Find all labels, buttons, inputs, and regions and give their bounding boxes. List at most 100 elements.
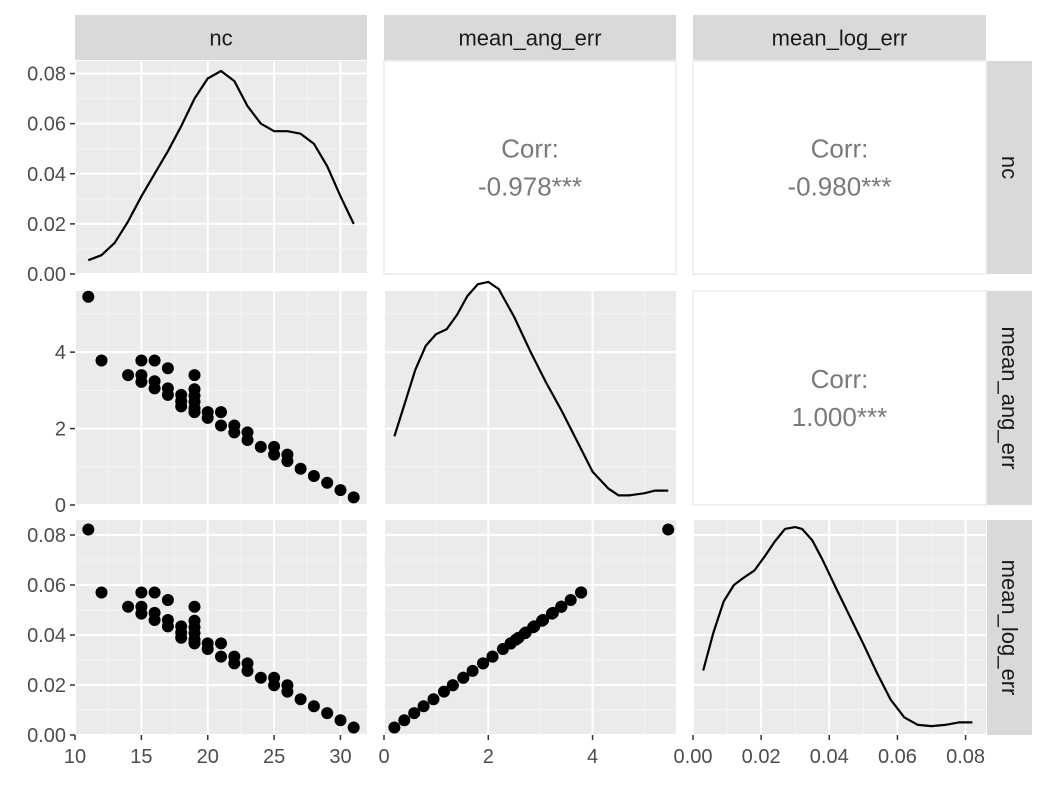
panel-bg xyxy=(384,291,676,505)
x-tick-label: 0.08 xyxy=(946,746,985,768)
point-mean_log_err-mean_ang_err-35 xyxy=(417,700,430,713)
corr-panel-bg xyxy=(383,60,677,275)
corr-label: Corr: xyxy=(501,134,559,164)
point-mean_log_err-mean_ang_err-34 xyxy=(427,693,440,706)
x-tick-label: 25 xyxy=(263,746,285,768)
x-tick-label: 30 xyxy=(329,746,351,768)
point-mean_ang_err-nc-2 xyxy=(122,369,135,382)
point-mean_log_err-mean_ang_err-25 xyxy=(486,650,499,663)
strip-top-bg xyxy=(384,15,676,60)
point-mean_log_err-mean_ang_err-23 xyxy=(504,637,517,650)
y-tick-label: 4 xyxy=(55,342,66,364)
x-tick-label: 2 xyxy=(483,746,494,768)
point-mean_ang_err-nc-5 xyxy=(135,375,148,388)
point-mean_log_err-mean_ang_err-18 xyxy=(518,627,531,640)
point-mean_log_err-nc-37 xyxy=(334,714,347,727)
point-mean_log_err-nc-5 xyxy=(135,607,148,620)
y-tick-label: 0.04 xyxy=(27,625,66,647)
point-mean_log_err-nc-3 xyxy=(135,586,148,599)
y-tick-label: 2 xyxy=(55,419,66,441)
point-mean_log_err-mean_ang_err-37 xyxy=(398,714,411,727)
point-mean_log_err-nc-36 xyxy=(321,707,334,720)
corr-label: Corr: xyxy=(811,364,869,394)
x-tick-label: 4 xyxy=(587,746,598,768)
density-line-mean_log_err xyxy=(702,525,973,728)
point-mean_log_err-nc-28 xyxy=(241,664,254,677)
strip-right-mean_ang_err: mean_ang_err xyxy=(987,291,1032,505)
point-mean_log_err-nc-34 xyxy=(294,693,307,706)
y-tick-label: 0.06 xyxy=(27,575,66,597)
point-mean_ang_err-nc-3 xyxy=(135,354,148,367)
point-mean_ang_err-nc-23 xyxy=(215,406,227,419)
strip-right-mean_log_err: mean_log_err xyxy=(987,520,1032,735)
strip-right-label: mean_ang_err xyxy=(997,326,1022,469)
strip-top-bg xyxy=(693,15,986,60)
x-tick-label: 0.04 xyxy=(810,746,849,768)
point-mean_log_err-nc-1 xyxy=(95,586,108,599)
corr-label: Corr: xyxy=(811,134,869,164)
x-tick-label: 15 xyxy=(130,746,152,768)
strip-top-label: nc xyxy=(209,26,232,51)
point-mean_log_err-mean_ang_err-27 xyxy=(477,657,490,670)
density-line-nc xyxy=(87,69,355,262)
y-tick-label: 0.06 xyxy=(27,114,66,136)
point-mean_ang_err-nc-37 xyxy=(334,484,347,497)
point-mean_log_err-nc-23 xyxy=(215,637,227,650)
point-mean_log_err-mean_ang_err-38 xyxy=(388,721,401,734)
strip-right-label: nc xyxy=(997,156,1022,179)
point-mean_ang_err-nc-6 xyxy=(148,354,161,367)
y-tick-label: 0.08 xyxy=(27,64,66,86)
strip-top-bg xyxy=(75,15,367,60)
point-mean_log_err-nc-22 xyxy=(201,643,214,655)
y-tick-label: 0 xyxy=(55,495,66,517)
point-mean_ang_err-nc-35 xyxy=(307,470,320,482)
point-mean_ang_err-nc-9 xyxy=(161,362,174,375)
point-mean_ang_err-nc-11 xyxy=(161,388,174,401)
point-mean_log_err-mean_ang_err-9 xyxy=(564,594,577,606)
strip-right-nc: nc xyxy=(987,61,1032,274)
x-tick-label: 20 xyxy=(197,746,219,768)
panel-bg xyxy=(75,61,367,274)
point-mean_ang_err-nc-1 xyxy=(95,354,108,367)
x-tick-label: 0.06 xyxy=(878,746,917,768)
point-mean_log_err-nc-14 xyxy=(175,631,188,644)
strip-right-label: mean_log_err xyxy=(997,560,1022,696)
point-mean_log_err-mean_ang_err-17 xyxy=(527,621,540,634)
panel-mean_log_err-mean_ang_err xyxy=(383,520,676,736)
panel-bg xyxy=(75,291,367,505)
panel-nc-mean_ang_err: Corr: -0.978*** xyxy=(383,60,677,275)
panel-mean_ang_err-mean_ang_err xyxy=(383,280,676,506)
corr-value: 1.000*** xyxy=(792,402,887,432)
panel-mean_log_err-mean_log_err xyxy=(692,520,986,736)
y-tick-label: 0.00 xyxy=(27,264,66,286)
point-mean_ang_err-nc-22 xyxy=(201,411,214,424)
point-mean_log_err-mean_ang_err-33 xyxy=(438,685,450,698)
point-mean_log_err-nc-20 xyxy=(188,637,201,650)
point-mean_log_err-mean_ang_err-15 xyxy=(555,600,568,613)
strip-top-mean_log_err: mean_log_err xyxy=(693,15,986,60)
point-mean_log_err-nc-6 xyxy=(148,586,161,599)
point-mean_log_err-nc-0 xyxy=(82,523,95,536)
panel-bg xyxy=(693,520,986,735)
point-mean_log_err-mean_ang_err-28 xyxy=(466,664,479,677)
point-mean_ang_err-nc-8 xyxy=(148,382,161,395)
point-mean_log_err-nc-31 xyxy=(268,679,281,692)
point-mean_log_err-nc-11 xyxy=(161,620,174,633)
point-mean_log_err-nc-15 xyxy=(188,600,201,613)
point-mean_log_err-mean_ang_err-30 xyxy=(457,671,470,684)
point-mean_ang_err-nc-28 xyxy=(241,434,254,446)
strip-top-label: mean_log_err xyxy=(772,26,908,51)
x-tick-label: 10 xyxy=(64,746,86,768)
point-mean_log_err-nc-2 xyxy=(122,600,135,613)
corr-value: -0.980*** xyxy=(787,172,891,202)
y-tick-label: 0.00 xyxy=(27,725,66,747)
panel-bg xyxy=(75,520,367,735)
y-tick-label: 0.02 xyxy=(27,214,66,236)
point-mean_log_err-nc-29 xyxy=(254,671,267,684)
point-mean_ang_err-nc-33 xyxy=(281,455,294,468)
strip-top-label: mean_ang_err xyxy=(458,26,601,51)
point-mean_log_err-nc-8 xyxy=(148,614,161,626)
panel-mean_ang_err-nc xyxy=(74,290,367,506)
strip-right-bg xyxy=(987,291,1032,505)
